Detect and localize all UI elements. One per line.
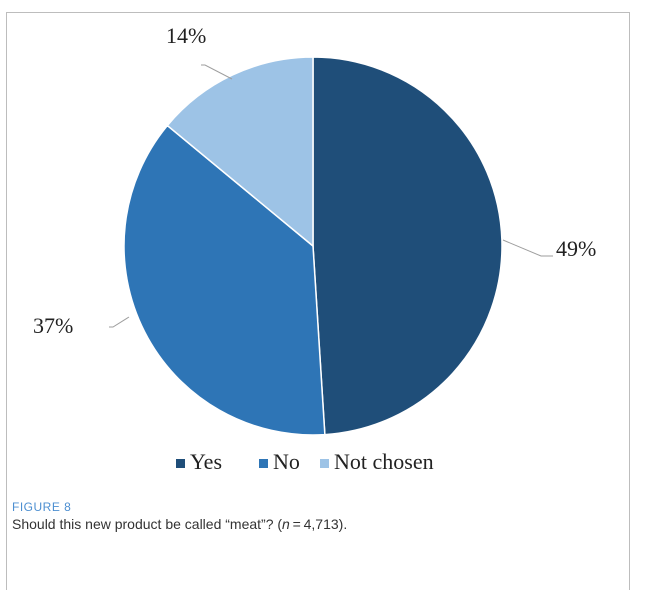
pie-slice-yes — [312, 56, 503, 436]
legend-swatch-not-chosen — [320, 459, 329, 468]
pie-slices — [123, 56, 503, 436]
caption-n: n — [282, 516, 290, 532]
slice-label-no: 37% — [33, 313, 73, 338]
label-leader-line — [502, 239, 553, 257]
legend-swatch-yes — [176, 459, 185, 468]
figure-caption: Should this new product be called “meat”… — [12, 516, 347, 532]
slice-label-yes: 49% — [556, 236, 596, 261]
caption-suffix: = 4,713). — [289, 516, 348, 532]
legend-label-yes: Yes — [190, 449, 222, 474]
caption-prefix: Should this new product be called “meat”… — [12, 516, 283, 532]
legend-label-not-chosen: Not chosen — [334, 449, 434, 474]
pie-slice-not-chosen — [166, 56, 314, 248]
label-leader-line — [109, 316, 130, 328]
chart-frame — [6, 12, 630, 590]
pie-slice-no — [123, 124, 326, 436]
legend-label-no: No — [273, 449, 300, 474]
legend: Yes No Not chosen — [176, 449, 434, 474]
slice-label-not-chosen: 14% — [166, 23, 206, 48]
label-leaders — [109, 64, 553, 328]
slice-labels: 49% 37% 14% — [33, 23, 596, 338]
label-leader-line — [201, 64, 233, 80]
legend-swatch-no — [259, 459, 268, 468]
figure-label: FIGURE 8 — [12, 500, 72, 514]
